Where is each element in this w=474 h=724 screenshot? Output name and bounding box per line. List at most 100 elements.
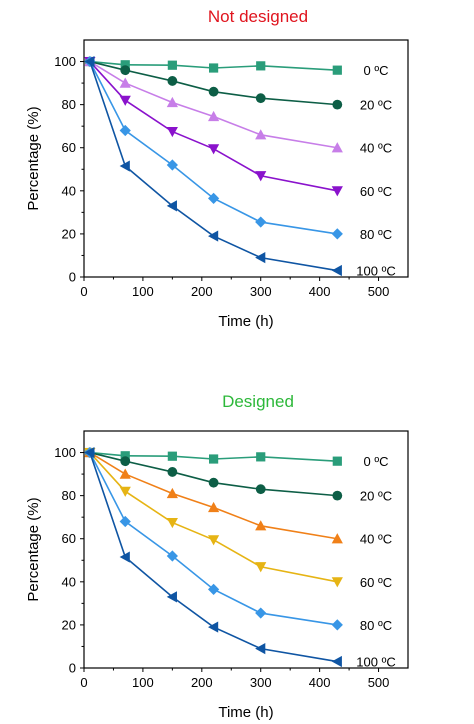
y-axis-label: Percentage (%) (25, 106, 42, 210)
data-point (332, 456, 342, 466)
data-point (331, 228, 343, 240)
series-label: 100 ºC (356, 264, 395, 279)
data-point (255, 520, 267, 531)
data-point (84, 446, 95, 459)
y-axis-label: Percentage (%) (25, 497, 42, 601)
series-line (89, 451, 338, 497)
y-tick-label: 100 (54, 54, 76, 69)
series-line (89, 61, 338, 192)
data-point (166, 517, 178, 529)
data-point (255, 216, 267, 228)
data-point (208, 86, 219, 97)
data-point (332, 99, 343, 110)
series-label: 80 ºC (360, 227, 392, 242)
series-line (89, 60, 338, 106)
data-point (167, 60, 177, 70)
data-point (332, 65, 342, 75)
data-point (255, 607, 267, 619)
series-40-c (84, 446, 343, 544)
data-point (166, 159, 178, 171)
data-point (255, 643, 266, 655)
y-tick-label: 60 (62, 531, 76, 546)
data-point (119, 468, 131, 479)
data-point (167, 76, 178, 86)
x-tick-label: 200 (191, 284, 213, 299)
series-80-c (84, 55, 343, 240)
x-tick-label: 500 (368, 284, 390, 299)
x-tick-label: 100 (132, 284, 154, 299)
data-point (256, 452, 266, 462)
series-line (89, 452, 338, 583)
data-point (208, 621, 219, 633)
data-point (166, 200, 177, 212)
y-tick-label: 20 (62, 617, 76, 632)
data-point (119, 486, 131, 497)
x-tick-label: 100 (132, 675, 154, 690)
chart-panel-not-designed: Not designed 0 100 200 300 400 500 0 20 40 60 80 100… (25, 7, 409, 330)
series-label: 100 ºC (356, 655, 395, 670)
data-point (331, 533, 343, 544)
x-tick-label: 0 (80, 284, 87, 299)
y-tick-label: 0 (69, 661, 76, 676)
data-point (167, 467, 178, 477)
series-label: 40 ºC (360, 532, 392, 547)
data-point (120, 65, 131, 76)
series-60-c (84, 447, 343, 588)
data-point (119, 160, 130, 172)
data-point (120, 451, 130, 461)
data-point (84, 55, 95, 68)
data-point (208, 501, 220, 513)
data-point (119, 77, 131, 88)
data-point (208, 192, 220, 204)
data-point (119, 95, 131, 106)
series-label: 80 ºC (360, 618, 392, 633)
series-line (89, 61, 338, 235)
series-line (89, 452, 338, 663)
series-line (89, 60, 338, 149)
data-point (119, 515, 131, 528)
data-point (166, 591, 177, 603)
series-label: 20 ºC (360, 98, 392, 113)
data-point (120, 60, 130, 70)
data-point (255, 484, 266, 495)
data-point (331, 577, 343, 588)
data-point (166, 487, 178, 499)
series-line (89, 451, 338, 462)
series-label: 20 ºC (360, 489, 392, 504)
data-point (209, 63, 219, 73)
data-point (119, 551, 130, 563)
data-point (255, 129, 267, 140)
data-point (119, 124, 131, 137)
x-tick-label: 300 (250, 284, 272, 299)
data-point (208, 144, 220, 155)
y-tick-label: 80 (62, 97, 76, 112)
data-point (166, 550, 178, 562)
series-label: 0 ºC (364, 454, 389, 469)
x-tick-label: 0 (80, 675, 87, 690)
chart-title: Designed (222, 392, 294, 411)
x-axis-label: Time (h) (218, 704, 273, 721)
series-100-c (84, 446, 342, 668)
series-label: 40 ºC (360, 141, 392, 156)
x-axis-label: Time (h) (218, 313, 273, 330)
y-tick-label: 40 (62, 183, 76, 198)
chart-panel-designed: Designed 0 100 200 300 400 500 0 20 40 60 80 100 Time… (25, 392, 409, 721)
series-label: 0 ºC (364, 63, 389, 78)
plot-frame (83, 430, 409, 669)
data-point (332, 490, 343, 501)
data-point (208, 110, 220, 122)
y-tick-label: 80 (62, 488, 76, 503)
x-tick-label: 400 (309, 675, 331, 690)
series-line (89, 452, 338, 626)
y-tick-label: 60 (62, 140, 76, 155)
data-point (208, 535, 220, 546)
data-point (167, 451, 177, 461)
data-point (331, 186, 343, 197)
series-label: 60 ºC (360, 184, 392, 199)
data-point (255, 562, 267, 573)
series-line (89, 60, 338, 71)
x-tick-label: 300 (250, 675, 272, 690)
data-point (255, 93, 266, 104)
y-tick-label: 100 (54, 445, 76, 460)
